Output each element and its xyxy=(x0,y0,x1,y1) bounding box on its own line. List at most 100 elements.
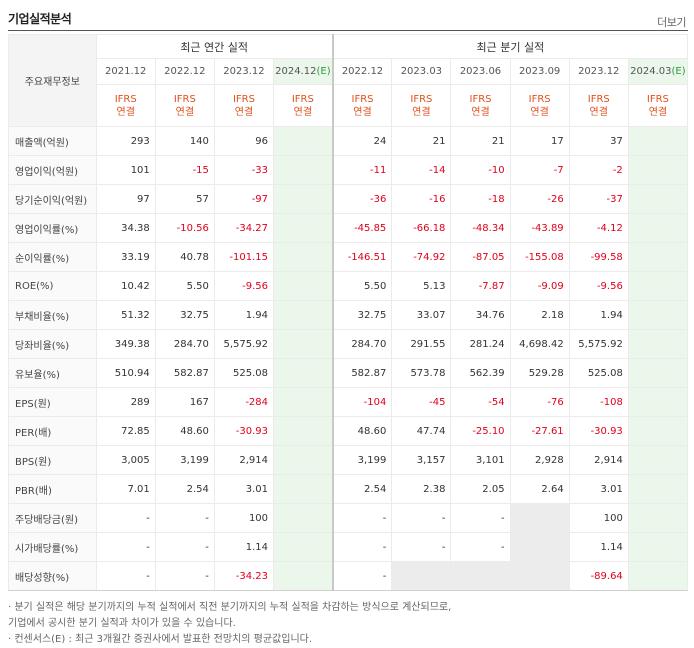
quarter-value-cell: 2,928 xyxy=(509,445,570,475)
quarter-value-cell xyxy=(509,561,570,591)
column-header-label: 주요재무정보 xyxy=(8,34,97,127)
quarter-value-cell: -36 xyxy=(331,184,393,214)
quarter-value-cell: - xyxy=(391,503,452,533)
quarter-value-cell: 573.78 xyxy=(391,358,452,388)
annual-value-cell: -30.93 xyxy=(213,416,275,446)
row-label: EPS(원) xyxy=(8,387,97,417)
annual-value-cell: 3,005 xyxy=(95,445,156,475)
annual-value-cell: 3,199 xyxy=(154,445,215,475)
annual-value-cell: -10.56 xyxy=(154,213,215,243)
annual-value-cell: 32.75 xyxy=(154,300,215,330)
annual-value-cell xyxy=(273,358,334,388)
ifrs-label: IFRS xyxy=(587,93,610,105)
quarter-value-cell: 5,575.92 xyxy=(568,329,629,359)
table-row: 매출액(억원) 293 140 96 24 21 21 17 37 xyxy=(8,126,689,156)
row-label: 당좌비율(%) xyxy=(8,329,97,359)
quarter-value-cell: -45 xyxy=(391,387,452,417)
annual-value-cell: 582.87 xyxy=(154,358,215,388)
period-label: 2023.09 xyxy=(518,66,561,77)
table-row: PER(배) 72.85 48.60 -30.93 48.60 47.74 -25.10 -2… xyxy=(8,416,689,446)
more-link[interactable]: 더보기 xyxy=(657,16,686,29)
annual-value-cell: -34.23 xyxy=(213,561,275,591)
annual-value-cell: 140 xyxy=(154,126,215,156)
quarter-period-header: 2023.09 xyxy=(509,58,570,85)
annual-value-cell: 7.01 xyxy=(95,474,156,504)
quarter-value-cell: -43.89 xyxy=(509,213,570,243)
annual-value-cell: 51.32 xyxy=(95,300,156,330)
quarter-value-cell xyxy=(627,126,689,156)
annual-value-cell: 5.50 xyxy=(154,271,215,301)
annual-value-cell: 40.78 xyxy=(154,242,215,272)
quarter-value-cell: 3.01 xyxy=(568,474,629,504)
table-row: 영업이익(억원) 101 -15 -33 -11 -14 -10 -7 -2 xyxy=(8,155,689,185)
estimate-mark: (E) xyxy=(671,66,686,77)
annual-value-cell xyxy=(273,184,334,214)
annual-value-cell: 510.94 xyxy=(95,358,156,388)
quarter-period-header: 2023.03 xyxy=(391,58,452,85)
quarter-value-cell xyxy=(627,242,689,272)
quarter-value-cell: 1.14 xyxy=(568,532,629,562)
quarter-value-cell: 2.54 xyxy=(331,474,393,504)
quarter-value-cell: 2.64 xyxy=(509,474,570,504)
annual-value-cell: - xyxy=(154,503,215,533)
quarter-value-cell: -25.10 xyxy=(450,416,511,446)
quarter-value-cell: 562.39 xyxy=(450,358,511,388)
quarter-value-cell xyxy=(627,561,689,591)
annual-group-header: 최근 연간 실적 xyxy=(95,34,334,59)
annual-value-cell xyxy=(273,300,334,330)
quarter-value-cell xyxy=(627,329,689,359)
quarter-period-header: 2022.12 xyxy=(331,58,393,85)
annual-value-cell xyxy=(273,561,334,591)
period-label: 2022.12 xyxy=(341,66,384,77)
quarter-value-cell: -87.05 xyxy=(450,242,511,272)
quarter-value-cell: -11 xyxy=(331,155,393,185)
quarter-value-cell: 1.94 xyxy=(568,300,629,330)
table-row: 당기순이익(억원) 97 57 -97 -36 -16 -18 -26 -37 xyxy=(8,184,689,214)
ifrs-label: IFRS xyxy=(646,93,669,105)
quarter-value-cell: 21 xyxy=(391,126,452,156)
quarter-value-cell: -108 xyxy=(568,387,629,417)
quarter-value-cell: - xyxy=(391,532,452,562)
quarter-value-cell: 529.28 xyxy=(509,358,570,388)
quarter-value-cell: -7 xyxy=(509,155,570,185)
quarter-value-cell: -4.12 xyxy=(568,213,629,243)
consolidated-label: 연결 xyxy=(234,106,254,118)
consolidated-label: 연결 xyxy=(175,106,195,118)
quarter-period-header: 2023.06 xyxy=(450,58,511,85)
quarter-value-cell: -9.56 xyxy=(568,271,629,301)
annual-value-cell xyxy=(273,242,334,272)
consolidated-label: 연결 xyxy=(412,106,431,118)
quarter-value-cell: -18 xyxy=(450,184,511,214)
quarter-value-cell: 2.38 xyxy=(391,474,452,504)
row-label: 영업이익(억원) xyxy=(8,155,97,185)
annual-value-cell: -284 xyxy=(213,387,275,417)
footnote-3: · 컨센서스(E) : 최근 3개월간 증권사에서 발표한 전망치의 평균값입니… xyxy=(8,634,313,645)
ifrs-label: IFRS xyxy=(528,93,551,105)
annual-value-cell xyxy=(273,213,334,243)
annual-value-cell: 2,914 xyxy=(213,445,275,475)
quarter-value-cell xyxy=(627,184,689,214)
annual-value-cell: 5,575.92 xyxy=(213,329,275,359)
row-label: 순이익률(%) xyxy=(8,242,97,272)
quarter-value-cell: -66.18 xyxy=(391,213,452,243)
quarter-value-cell: 3,157 xyxy=(391,445,452,475)
quarter-value-cell: 2.18 xyxy=(509,300,570,330)
section-title: 기업실적분석 xyxy=(8,12,72,26)
consolidated-label: 연결 xyxy=(648,106,668,118)
quarter-value-cell xyxy=(627,474,689,504)
quarter-value-cell: -14 xyxy=(391,155,452,185)
period-label: 2023.06 xyxy=(459,66,502,77)
table-row: 순이익률(%) 33.19 40.78 -101.15 -146.51 -74.92 -87… xyxy=(8,242,689,272)
annual-value-cell: 284.70 xyxy=(154,329,215,359)
quarter-value-cell: -16 xyxy=(391,184,452,214)
annual-value-cell: 525.08 xyxy=(213,358,275,388)
quarter-value-cell: 284.70 xyxy=(331,329,393,359)
quarter-value-cell: -146.51 xyxy=(331,242,393,272)
annual-value-cell: -9.56 xyxy=(213,271,275,301)
quarter-value-cell: - xyxy=(331,561,393,591)
period-label: 2022.12 xyxy=(164,66,206,77)
annual-value-cell: 2.54 xyxy=(154,474,215,504)
annual-value-cell xyxy=(273,416,334,446)
quarter-value-cell: -76 xyxy=(509,387,570,417)
table-row: BPS(원) 3,005 3,199 2,914 3,199 3,157 3,101 2,92… xyxy=(8,445,689,475)
